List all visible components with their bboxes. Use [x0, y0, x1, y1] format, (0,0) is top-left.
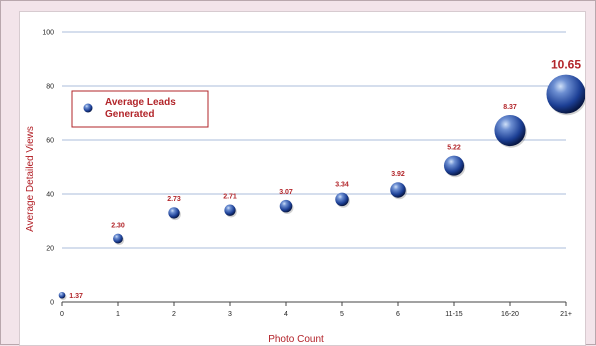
plot-panel: 0 20 40 60 80 100 0 1 2 3 4 5 6 11-15 16-20 21+ 1.37 2.3…: [19, 11, 586, 346]
data-bubble: [335, 192, 349, 207]
data-label: 3.92: [391, 171, 405, 178]
legend-label: Average Leads Generated: [105, 97, 176, 120]
data-label: 5.22: [447, 145, 461, 152]
x-tick-label: 21+: [560, 311, 572, 318]
data-bubble: [168, 207, 180, 219]
y-tick-label: 40: [46, 192, 54, 199]
y-tick-label: 60: [46, 138, 54, 145]
data-bubble: [279, 199, 293, 213]
legend: Average Leads Generated: [71, 90, 209, 128]
y-tick-label: 0: [50, 300, 54, 307]
data-label: 10.65: [551, 58, 581, 72]
data-bubble: [390, 182, 406, 198]
y-tick-label: 100: [42, 30, 54, 37]
data-label: 3.34: [335, 182, 349, 189]
x-axis-title: Photo Count: [268, 334, 324, 345]
x-tick-label: 2: [172, 311, 176, 318]
data-bubble: [58, 291, 66, 299]
bubble-chart: 0 20 40 60 80 100 0 1 2 3 4 5 6 11-15 16-20 21+ 1.37 2.3…: [25, 30, 585, 345]
data-label: 3.07: [279, 189, 293, 196]
data-bubble: [113, 233, 123, 244]
x-tick-label: 11-15: [445, 311, 462, 318]
data-label: 2.30: [111, 223, 125, 230]
data-label: 8.37: [503, 104, 517, 111]
data-bubble: [546, 74, 585, 114]
data-bubble: [443, 155, 465, 176]
x-tick-label: 1: [116, 311, 120, 318]
data-bubble: [224, 204, 236, 216]
x-tick-label: 3: [228, 311, 232, 318]
y-tick-label: 80: [46, 84, 54, 91]
data-label: 2.73: [167, 196, 181, 203]
x-tick-label: 6: [396, 311, 400, 318]
y-tick-label: 20: [46, 246, 54, 253]
x-tick-label: 4: [284, 311, 288, 318]
data-label: 1.37: [69, 293, 83, 300]
x-tick-label: 16-20: [501, 311, 519, 318]
legend-label-line: Generated: [105, 109, 154, 120]
x-tick-label: 5: [340, 311, 344, 318]
y-axis-title: Average Detailed Views: [25, 126, 36, 232]
data-label: 2.71: [223, 194, 237, 201]
legend-marker: [83, 103, 93, 113]
x-tick-label: 0: [60, 311, 64, 318]
legend-label-line: Average Leads: [105, 97, 176, 108]
legend-box: [71, 90, 209, 128]
data-bubble: [494, 115, 526, 147]
